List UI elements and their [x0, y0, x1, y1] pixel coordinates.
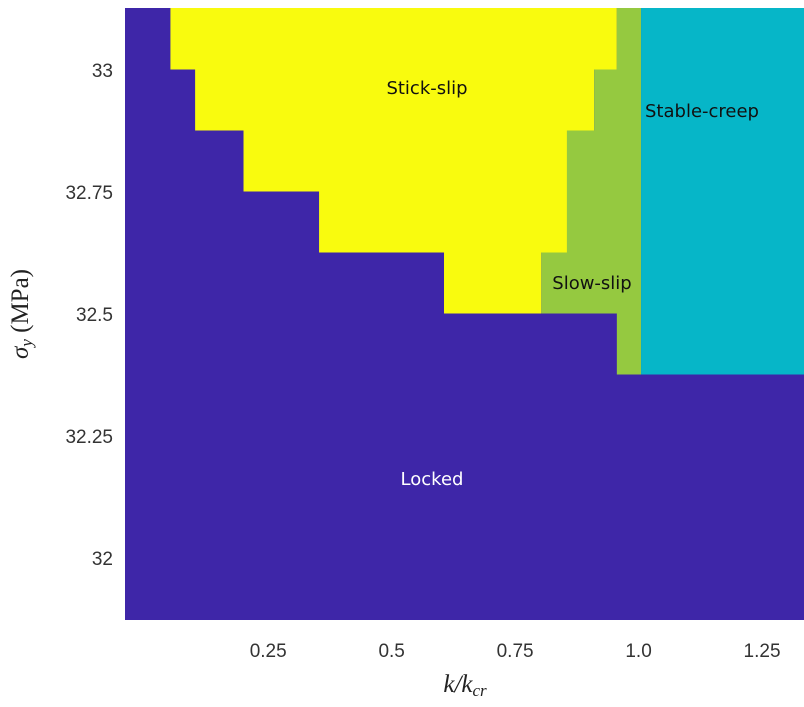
x-tick-label: 0.5 [378, 641, 404, 662]
region [170, 8, 617, 314]
region [541, 8, 642, 375]
region-label: Slow-slip [552, 273, 631, 294]
y-tick-label: 32 [92, 549, 113, 570]
y-title-main: σ [7, 345, 34, 359]
y-axis-title: σy (MPa) [7, 269, 36, 359]
x-tick-label: 1.0 [625, 641, 651, 662]
y-tick-label: 32.25 [65, 427, 113, 448]
y-title-unit: (MPa) [7, 269, 34, 339]
x-tick-label: 0.75 [497, 641, 534, 662]
y-tick-label: 32.75 [65, 183, 113, 204]
y-tick-label: 32.5 [76, 305, 113, 326]
x-title-main: k/k [443, 671, 473, 698]
region-label: Locked [401, 469, 464, 490]
x-axis-title: k/kcr [443, 671, 487, 700]
x-title-sub: cr [472, 681, 487, 700]
region-label: Stable-creep [645, 101, 759, 122]
region-label: Stick-slip [386, 78, 467, 99]
y-title-sub: y [17, 339, 36, 349]
x-tick-label: 0.25 [250, 641, 287, 662]
region [641, 8, 804, 375]
x-tick-label: 1.25 [744, 641, 781, 662]
y-tick-label: 33 [92, 61, 113, 82]
